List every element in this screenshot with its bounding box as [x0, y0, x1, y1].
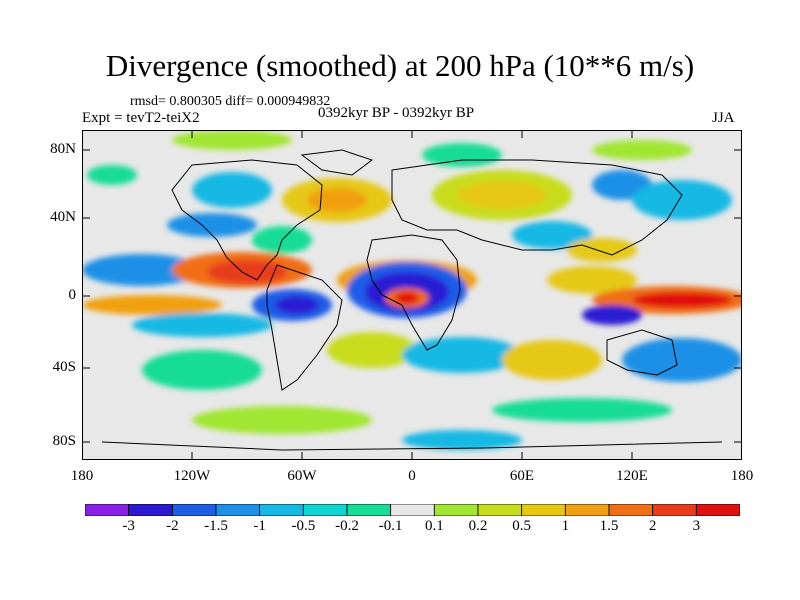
lat-tick-label: 80S — [52, 433, 76, 449]
colorbar-label: -0.5 — [291, 518, 316, 534]
colorbar — [85, 504, 740, 516]
colorbar-label: -3 — [122, 518, 135, 534]
longitude-ticks — [82, 130, 742, 460]
colorbar-label: -0.2 — [335, 518, 359, 534]
coastlines — [101, 149, 723, 451]
lon-tick-label: 0 — [408, 468, 416, 484]
period-label: 0392kyr BP - 0392kyr BP — [318, 105, 475, 121]
colorbar-segment — [302, 504, 348, 516]
colorbar-segment — [128, 504, 173, 516]
colorbar-label: -1 — [253, 518, 266, 534]
divergence-field — [82, 130, 742, 450]
map-title: Divergence (smoothed) at 200 hPa (10**6 … — [105, 48, 695, 83]
colorbar-label: 3 — [692, 518, 701, 534]
lat-tick-label: 0 — [68, 287, 77, 303]
lon-tick-label: 60E — [509, 468, 535, 484]
colorbar-segment — [433, 504, 479, 516]
colorbar-label: -2 — [166, 518, 179, 534]
latitude-ticks — [82, 149, 742, 443]
colorbar-label: -0.1 — [378, 518, 403, 534]
divergence-map — [82, 130, 742, 460]
colorbar-label: 0.1 — [424, 518, 444, 534]
lon-tick-label: 120W — [173, 468, 211, 484]
lat-tick-label: 80N — [50, 141, 76, 157]
colorbar-label: 2 — [648, 518, 657, 534]
lon-tick-label: 60W — [287, 468, 317, 484]
colorbar-segment — [477, 504, 523, 516]
colorbar-segment — [215, 504, 261, 516]
lon-tick-label: 120E — [616, 468, 648, 484]
colorbar-segment — [652, 504, 697, 516]
lon-tick-label: 180 — [730, 468, 754, 484]
colorbar-segment — [346, 504, 392, 516]
colorbar-label: 1 — [561, 518, 570, 534]
lat-tick-label: 40N — [50, 209, 76, 225]
statistics-text: rmsd= 0.800305 diff= 0.000949832 — [130, 94, 331, 109]
lon-tick-label: 180 — [70, 468, 94, 484]
colorbar-segment — [695, 504, 740, 516]
colorbar-label: 0.5 — [512, 518, 532, 534]
experiment-label: Expt = tevT2-teiX2 — [82, 110, 200, 126]
colorbar-segment — [85, 504, 130, 516]
colorbar-segment — [390, 504, 435, 516]
colorbar-label: -1.5 — [204, 518, 228, 534]
colorbar-segment — [171, 504, 217, 516]
lat-tick-label: 40S — [52, 359, 76, 375]
season-label: JJA — [712, 110, 735, 126]
colorbar-segment — [521, 504, 566, 516]
colorbar-segment — [259, 504, 304, 516]
colorbar-label: 0.2 — [468, 518, 488, 534]
colorbar-segment — [564, 504, 610, 516]
colorbar-segment — [608, 504, 654, 516]
colorbar-label: 1.5 — [599, 518, 619, 534]
